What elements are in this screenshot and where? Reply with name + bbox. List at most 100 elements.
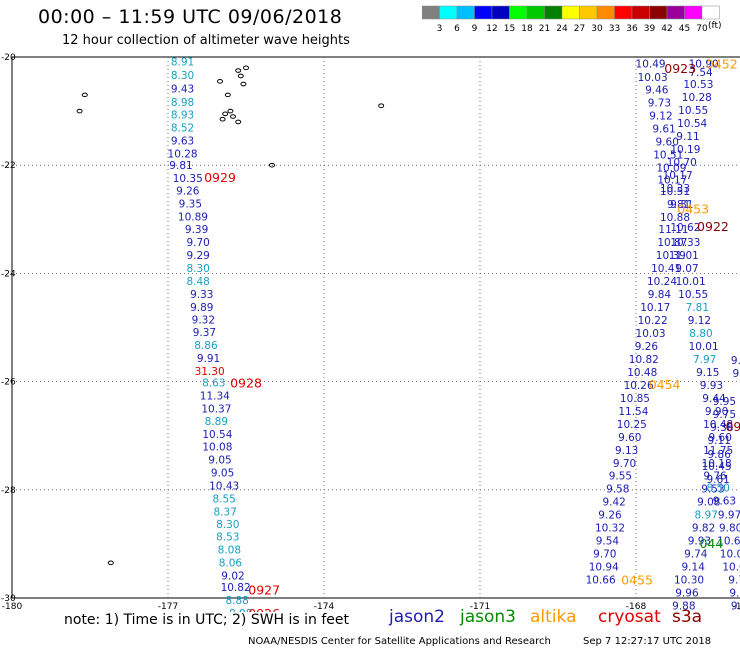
wave-height-label: 10.08 — [202, 442, 232, 454]
wave-height-label: 9.26 — [635, 341, 659, 353]
wave-height-label: 9.12 — [688, 315, 711, 327]
wave-height-label: 9.08 — [697, 497, 720, 509]
wave-height-label: 8.86 — [194, 340, 218, 352]
note-text: note: 1) Time is in UTC; 2) SWH is in fe… — [64, 612, 350, 628]
y-tick-label: -30 — [1, 594, 16, 604]
wave-height-label: 8.48 — [186, 276, 209, 288]
wave-height-label: 9.82 — [692, 523, 715, 535]
x-tick-label: -171 — [470, 602, 490, 612]
wave-height-label: 11.54 — [618, 406, 648, 418]
wave-height-label: 9.61 — [706, 474, 729, 486]
wave-height-label: 9.81 — [667, 199, 690, 211]
wave-height-label: 8.98 — [229, 608, 252, 612]
wave-height-label: 9.12 — [649, 110, 672, 122]
wave-height-label: 10.82 — [629, 354, 659, 366]
wave-height-label: 9.93 — [700, 380, 723, 392]
wave-height-label: 9.33 — [190, 289, 213, 301]
wave-height-label: 9.88 — [672, 601, 695, 612]
colorbar-label: 30 — [591, 24, 603, 34]
colorbar-label: 39 — [644, 24, 656, 34]
wave-height-label: 10.17 — [657, 174, 687, 186]
wave-height-label: 8.93 — [171, 109, 194, 121]
wave-height-label: 9.54 — [596, 536, 620, 548]
wave-height-label: 9.81 — [169, 160, 192, 172]
chart-subtitle: 12 hour collection of altimeter wave hei… — [62, 33, 350, 48]
pass-time-label: 0455 — [621, 573, 653, 588]
wave-height-label: 9.63 — [171, 135, 194, 147]
island-outline — [107, 560, 114, 566]
wave-height-label: 10.45 — [702, 461, 732, 473]
wave-height-label: 7.97 — [693, 354, 716, 366]
wave-height-label: 10.18 — [702, 458, 732, 470]
wave-height-label: 11.11 — [658, 224, 688, 236]
wave-height-label: 10.48 — [627, 367, 657, 379]
wave-height-label: 10.22 — [638, 315, 668, 327]
wave-height-label: 9.91 — [197, 353, 220, 365]
wave-height-label: 10.24 — [647, 276, 677, 288]
wave-height-label: 10.33 — [670, 237, 700, 249]
wave-height-label: 8.98 — [171, 97, 194, 109]
colorbar-label: 21 — [539, 24, 550, 34]
colorbar-label: 9 — [472, 24, 478, 34]
wave-height-label: 10.37 — [201, 404, 231, 416]
colorbar-label: 3 — [437, 24, 443, 34]
wave-height-label: 8.55 — [212, 493, 235, 505]
unit-label: (ft) — [708, 21, 722, 31]
island-outline — [217, 79, 223, 84]
x-tick-label: -174 — [314, 602, 335, 612]
wave-height-label: 9.61 — [652, 123, 675, 135]
legend-cryosat: cryosat — [598, 607, 661, 627]
wave-height-label: 8.08 — [218, 544, 241, 556]
wave-height-label: 9.75 — [713, 409, 736, 421]
wave-height-label: 9.60 — [709, 432, 732, 444]
colorbar-label: 24 — [556, 24, 568, 34]
pass-time-label: 0929 — [204, 170, 236, 185]
chart-title: 00:00 – 11:59 UTC 09/06/2018 — [38, 6, 343, 28]
wave-height-label: 10.51 — [653, 149, 683, 161]
wave-height-label: 8.53 — [216, 531, 239, 543]
wave-height-label: 9.67 — [731, 601, 740, 612]
island-outline — [243, 65, 249, 71]
island-outline — [76, 108, 83, 114]
pass-time-label: 0453 — [677, 201, 709, 216]
x-tick-label: -16 — [733, 602, 740, 612]
wave-height-label: 10.35 — [173, 173, 203, 185]
wave-height-label: 10.01 — [689, 341, 719, 353]
wave-height-label: 8.52 — [171, 122, 194, 134]
wave-height-label: 9.37 — [193, 327, 216, 339]
colorbar-label: 45 — [679, 24, 690, 34]
wave-height-label: 9.15 — [696, 367, 719, 379]
map-plot: -180 -177 -174 -171 -168 -16 -20 -22 -24 -26 -28 -3… — [1, 53, 740, 612]
island-outline — [378, 103, 385, 108]
wave-height-label: 10.48 — [703, 419, 733, 431]
wave-height-label: 8.88 — [225, 595, 248, 607]
wave-height-label: 10.66 — [586, 575, 616, 587]
wave-height-label: 9.44 — [702, 393, 726, 405]
wave-height-label: 10.41 — [651, 263, 681, 275]
pass-time-label: 0452 — [706, 56, 738, 71]
wave-height-label: 10.09 — [720, 549, 740, 561]
wave-height-label: 10.87 — [657, 237, 687, 249]
wave-height-label: 8.63 — [202, 378, 225, 390]
wave-height-label: 10.09 — [656, 162, 686, 174]
wave-height-label: 10.19 — [670, 144, 700, 156]
island-outline — [230, 114, 236, 119]
wave-height-label: 8.91 — [171, 56, 194, 68]
wave-height-label: 10.70 — [667, 157, 697, 169]
wave-height-label: 10.43 — [209, 480, 239, 492]
wave-height-label: 9.11 — [676, 131, 699, 143]
wave-height-label: 8.80 — [689, 328, 712, 340]
island-outline — [222, 111, 229, 117]
colorbar-label: 18 — [521, 24, 533, 34]
colorbar-label: 15 — [504, 24, 515, 34]
island-outline — [81, 92, 88, 98]
wave-height-label: 9.13 — [615, 445, 638, 457]
wave-height-label: 10.26 — [624, 380, 654, 392]
legend-s3a: s3a — [672, 607, 703, 627]
wave-height-label: 9.76 — [703, 471, 727, 483]
wave-height-label: 10.03 — [638, 72, 668, 84]
colorbar-label: 6 — [454, 24, 460, 34]
wave-height-label: 9.26 — [176, 186, 200, 198]
wave-height-label: 10.69 — [717, 536, 740, 548]
pass-time-label: 0927 — [248, 582, 280, 597]
